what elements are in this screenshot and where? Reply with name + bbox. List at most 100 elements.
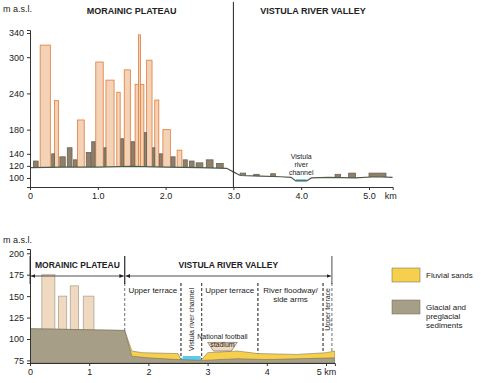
legend: Fluvial sands Glacial andpreglacialsedime…: [392, 268, 473, 330]
legend-label: Fluvial sands: [426, 271, 473, 280]
legend-label: Glacial andpreglacialsediments: [426, 303, 466, 330]
annotation-line: channel: [289, 169, 314, 176]
legend-label-line: preglacial: [426, 312, 460, 321]
legend-label-line: Glacial and: [426, 303, 466, 312]
x-axis-tick-label: 5 km: [317, 367, 337, 377]
x-axis-tick-label: 1.0: [92, 191, 105, 201]
x-axis-tick: 3: [206, 363, 211, 377]
x-axis-title: km: [385, 191, 397, 201]
x-axis-tick-mark: [369, 187, 370, 190]
region-divider: [233, 2, 234, 187]
y-axis-tick-mark: [27, 339, 30, 340]
region-label: MORAINIC PLATEAU: [35, 260, 120, 270]
x-axis-tick-mark: [98, 187, 99, 190]
x-axis-tick-mark: [166, 187, 167, 190]
x-axis-tick-mark: [89, 363, 90, 366]
y-axis-tick-mark: [27, 130, 30, 131]
building: [138, 35, 140, 187]
x-axis-tick-mark: [267, 363, 268, 366]
zone-separator: [201, 283, 202, 363]
y-axis-tick-label: 75: [14, 356, 24, 366]
annotation-line: Vistula: [291, 153, 312, 160]
x-axis-tick-label: 4: [265, 367, 270, 377]
y-axis-tick-mark: [27, 275, 30, 276]
y-axis-tick: 100: [9, 173, 30, 183]
layer-area: [30, 329, 335, 363]
zone-label-line: Upper terrace: [205, 286, 254, 295]
x-axis-tick: 1: [87, 363, 92, 377]
y-axis-tick: 120: [9, 161, 30, 171]
y-axis-tick-mark: [27, 178, 30, 179]
annotation-line: National football: [197, 333, 248, 340]
x-axis-tick-label: 1: [87, 367, 92, 377]
y-axis-line: [27, 250, 31, 364]
legend-swatch: [392, 268, 420, 282]
region-label: VISTULA RIVER VALLEY: [178, 260, 278, 270]
zone-separator: [180, 283, 181, 363]
zone-label-line: Upper terrace: [128, 286, 177, 295]
y-axis-tick-mark: [27, 318, 30, 319]
y-axis-tick: 125: [9, 313, 30, 323]
annotation: Vistulariverchannel: [289, 153, 314, 176]
x-axis: 0 1 2 3 4 5 km: [28, 363, 336, 377]
legend-swatch: [392, 300, 420, 314]
x-axis-tick: 3.0: [228, 187, 241, 201]
x-axis-tick-mark: [208, 363, 209, 366]
legend-label-line: sediments: [426, 321, 462, 330]
annotation-line: river: [294, 161, 308, 168]
plot-area: [30, 35, 393, 187]
x-axis-line: [31, 188, 394, 191]
region-arrow: [31, 276, 124, 277]
x-axis-tick: 5.0: [363, 187, 376, 201]
zone-label: River floodway/side arms: [263, 286, 318, 304]
x-axis-tick-mark: [301, 187, 302, 190]
layer-area: [30, 329, 335, 363]
y-axis-tick-label: 180: [9, 125, 24, 135]
x-axis-tick-label: 3.0: [228, 191, 241, 201]
x-axis-tick-label: 2: [146, 367, 151, 377]
x-axis-tick: 5 km: [317, 363, 337, 377]
region-label: VISTULA RIVER VALLEY: [260, 6, 366, 16]
y-axis-tick: 150: [9, 292, 30, 302]
y-axis-tick-mark: [27, 33, 30, 34]
y-axis-tick: 180: [9, 125, 30, 135]
zone-separator: [331, 283, 332, 363]
ground-fill: [30, 166, 393, 187]
y-axis-tick: 200: [9, 249, 30, 259]
x-axis-tick-mark: [148, 363, 149, 366]
x-axis-tick: 0: [28, 363, 33, 377]
x-axis-tick-label: 0: [28, 367, 33, 377]
x-axis-tick-mark: [233, 187, 234, 190]
y-axis-tick-mark: [27, 154, 30, 155]
y-axis-tick-mark: [27, 166, 30, 167]
y-axis-tick-label: 240: [9, 89, 24, 99]
x-axis-tick-label: 3: [206, 367, 211, 377]
x-axis-tick-label: 2.0: [160, 191, 173, 201]
y-axis-tick-mark: [27, 57, 30, 58]
building: [40, 45, 50, 187]
zone-label: Upper terrace: [128, 286, 177, 295]
y-axis-tick: 240: [9, 89, 30, 99]
y-axis: 100120140180240300340: [9, 28, 31, 187]
figure: 01.02.03.04.05.0100120140180240300340m a…: [0, 0, 500, 383]
zone-separator: [257, 283, 258, 363]
zone-separator: [257, 283, 258, 363]
y-axis-tick-label: 100: [9, 334, 24, 344]
y-axis-tick-mark: [27, 296, 30, 297]
y-axis-tick: 175: [9, 270, 30, 280]
y-axis-tick-mark: [27, 360, 30, 361]
y-axis-line: [27, 31, 31, 188]
y-axis-tick-label: 120: [9, 161, 24, 171]
y-axis-title: m a.s.l.: [3, 235, 32, 245]
zone-label: Upper terrace: [205, 286, 254, 295]
x-axis: 01.02.03.04.05.0: [28, 187, 393, 201]
zone-label-line: side arms: [273, 295, 308, 304]
region-arrow: [126, 276, 331, 277]
x-axis-tick-label: 5.0: [363, 191, 376, 201]
chart-1: 0 1 2 3 4 5 km 75 100 125 150 175 200 m a.s.l. MORAIN…: [3, 235, 473, 377]
y-axis-tick: 75: [14, 356, 30, 366]
y-axis-tick-mark: [27, 93, 30, 94]
terrain-line: [30, 166, 393, 180]
y-axis-tick-label: 150: [9, 292, 24, 302]
y-axis-tick-label: 340: [9, 28, 24, 38]
